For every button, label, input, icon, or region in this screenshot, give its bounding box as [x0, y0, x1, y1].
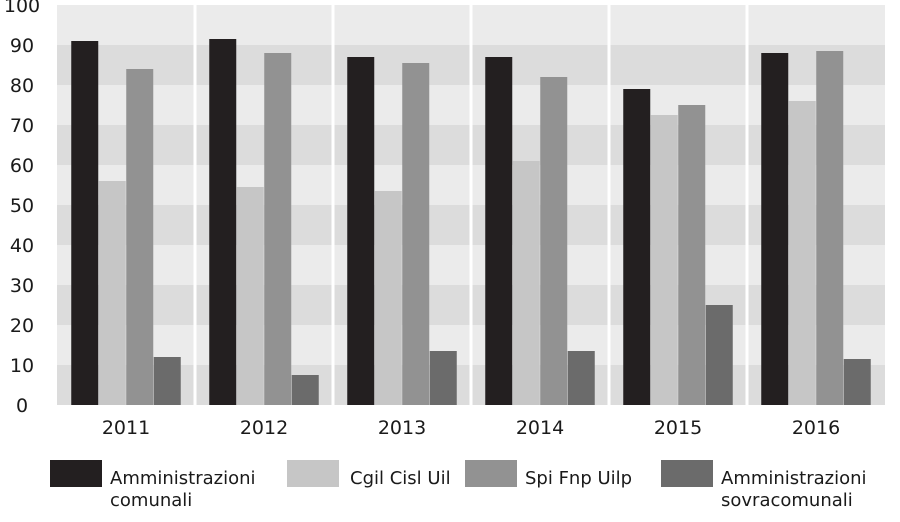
x-tick-label: 2011 [102, 417, 150, 439]
x-tick-label: 2014 [516, 417, 564, 439]
y-tick-label: 40 [10, 235, 34, 257]
y-tick-label: 80 [10, 75, 34, 97]
bar-amministrazioni-sovracomunali-2012 [291, 375, 319, 405]
year-separator [331, 5, 335, 405]
y-axis: 0 10 20 30 40 50 60 70 80 90 100 [4, 0, 40, 417]
legend-label: sovracomunali [721, 490, 853, 511]
bar-spi-fnp-uilp-2015 [678, 105, 706, 405]
bar-amministrazioni-sovracomunali-2014 [567, 351, 595, 405]
bar-amministrazioni-comunali-2016 [761, 53, 789, 405]
bar-amministrazioni-comunali-2013 [347, 57, 375, 405]
legend-label: Amministrazioni [110, 468, 256, 489]
bar-spi-fnp-uilp-2014 [540, 77, 568, 405]
bar-amministrazioni-comunali-2014 [485, 57, 513, 405]
bar-cgil-cisl-uil-2016 [788, 101, 816, 405]
y-tick-label: 90 [10, 35, 34, 57]
year-separator [193, 5, 197, 405]
legend-label: Amministrazioni [721, 468, 867, 489]
bar-cgil-cisl-uil-2014 [512, 161, 540, 405]
legend-swatch [50, 460, 102, 487]
bar-cgil-cisl-uil-2015 [650, 115, 678, 405]
bars [71, 39, 871, 405]
y-tick-label: 100 [4, 0, 40, 17]
legend-swatch [661, 460, 713, 487]
x-tick-label: 2012 [240, 417, 288, 439]
bar-amministrazioni-sovracomunali-2011 [153, 357, 181, 405]
bar-cgil-cisl-uil-2012 [236, 187, 264, 405]
y-tick-label: 20 [10, 315, 34, 337]
bar-amministrazioni-comunali-2011 [71, 41, 99, 405]
y-tick-label: 60 [10, 155, 34, 177]
bar-cgil-cisl-uil-2011 [98, 181, 126, 405]
bar-amministrazioni-sovracomunali-2016 [843, 359, 871, 405]
bar-spi-fnp-uilp-2011 [126, 69, 154, 405]
x-tick-label: 2013 [378, 417, 426, 439]
bar-amministrazioni-comunali-2015 [623, 89, 651, 405]
bar-amministrazioni-sovracomunali-2013 [429, 351, 457, 405]
year-separators [193, 5, 749, 405]
year-separator [469, 5, 473, 405]
bar-cgil-cisl-uil-2013 [374, 191, 402, 405]
y-tick-label: 70 [10, 115, 34, 137]
y-tick-label: 50 [10, 195, 34, 217]
y-tick-label: 30 [10, 275, 34, 297]
year-separator [745, 5, 749, 405]
bar-amministrazioni-sovracomunali-2015 [705, 305, 733, 405]
y-tick-label: 0 [16, 395, 28, 417]
year-separator [607, 5, 611, 405]
legend-swatch [287, 460, 339, 487]
bar-amministrazioni-comunali-2012 [209, 39, 237, 405]
legend-label: Cgil Cisl Uil [350, 468, 451, 489]
legend-swatch [465, 460, 517, 487]
bar-spi-fnp-uilp-2013 [402, 63, 430, 405]
bar-spi-fnp-uilp-2016 [816, 51, 844, 405]
x-axis: 2011 2012 2013 2014 2015 2016 [102, 417, 840, 439]
bar-spi-fnp-uilp-2012 [264, 53, 292, 405]
x-tick-label: 2015 [654, 417, 702, 439]
legend-label: comunali [110, 490, 192, 511]
x-tick-label: 2016 [792, 417, 840, 439]
legend-label: Spi Fnp Uilp [525, 468, 632, 489]
y-tick-label: 10 [10, 355, 34, 377]
